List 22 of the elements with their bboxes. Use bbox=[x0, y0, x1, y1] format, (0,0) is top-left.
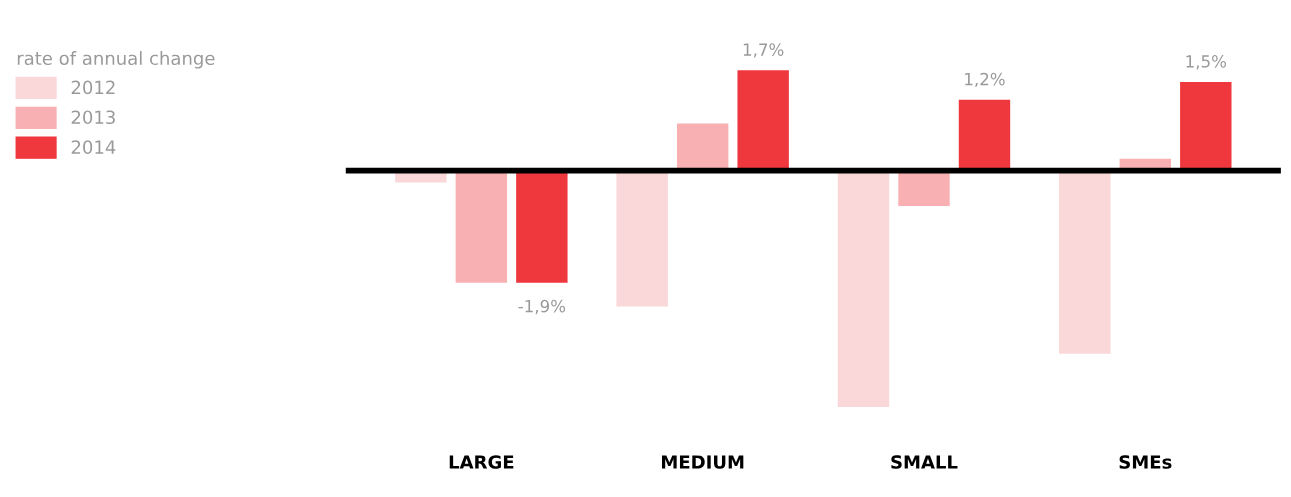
x-tick-label: SMALL bbox=[891, 455, 958, 469]
bar bbox=[455, 170, 508, 283]
legend-label: 2014 bbox=[71, 140, 116, 154]
legend-title: rate of annual change bbox=[17, 51, 215, 69]
data-label: 1,5% bbox=[1186, 55, 1227, 70]
bar bbox=[958, 99, 1011, 171]
bar bbox=[516, 170, 568, 283]
x-tick-label: MEDIUM bbox=[662, 455, 744, 469]
legend-label: 2013 bbox=[71, 110, 115, 125]
x-tick-label: LARGE bbox=[449, 455, 514, 469]
bar bbox=[616, 170, 668, 307]
bar bbox=[837, 170, 890, 407]
bar bbox=[1059, 170, 1111, 354]
data-label: 1,7% bbox=[743, 43, 784, 58]
data-label: 1,2% bbox=[965, 72, 1005, 88]
legend-label: 2012 bbox=[71, 80, 115, 95]
bar bbox=[898, 170, 950, 207]
bar bbox=[676, 123, 729, 171]
bar bbox=[1180, 82, 1232, 171]
x-tick-label: SMEs bbox=[1119, 455, 1172, 469]
data-label: -1,9% bbox=[518, 299, 566, 315]
bar bbox=[737, 70, 789, 171]
